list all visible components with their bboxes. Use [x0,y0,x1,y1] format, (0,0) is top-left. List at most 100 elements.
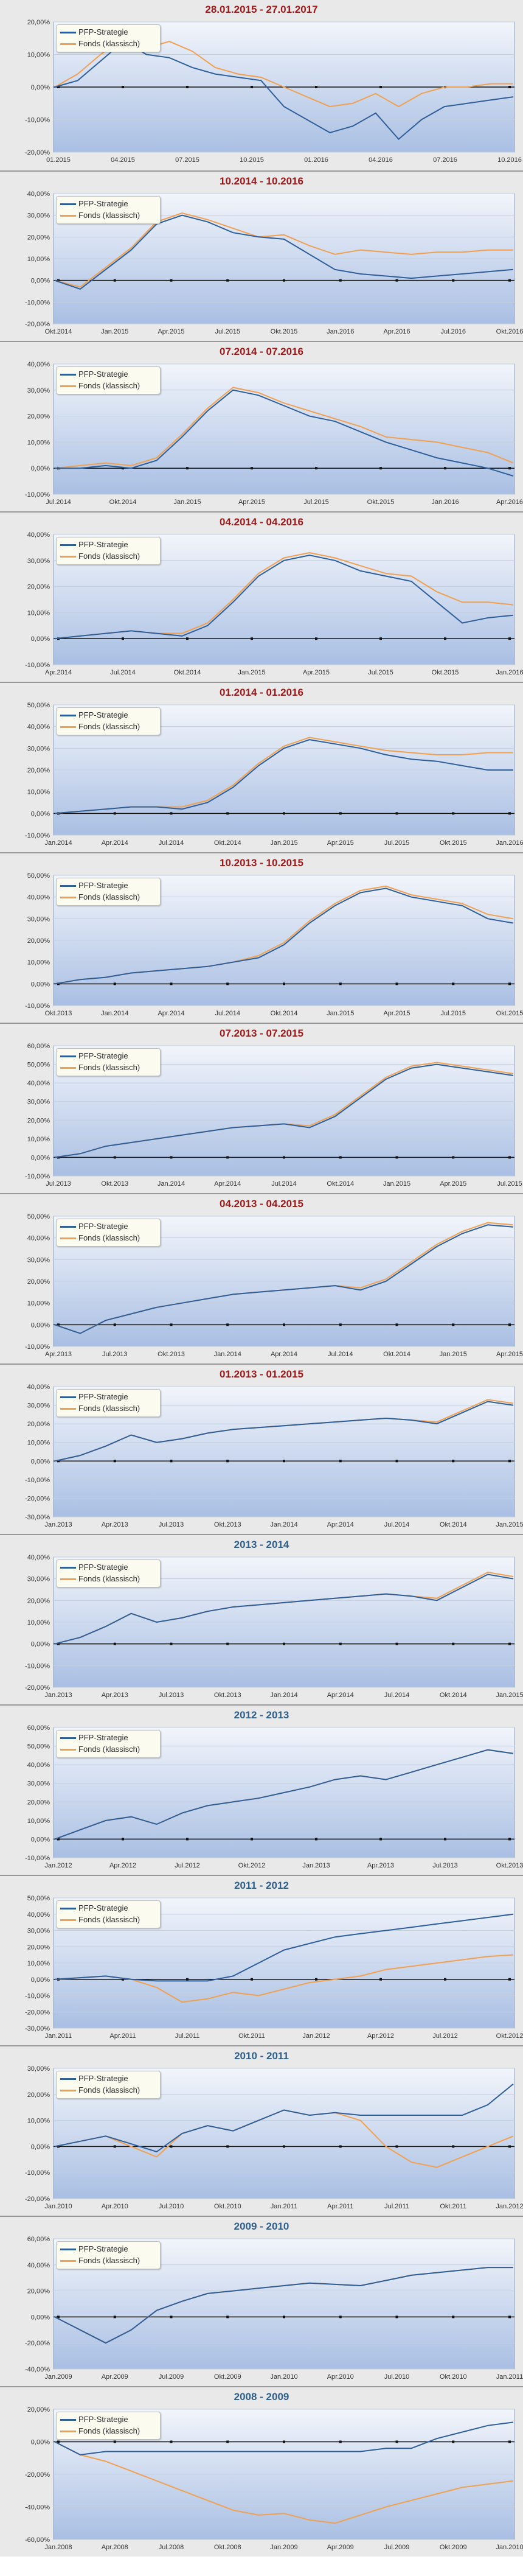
legend: PFP-Strategie Fonds (klassisch) [56,1730,161,1758]
y-tick-label: 40,00% [27,191,50,198]
legend-label: PFP-Strategie [78,540,128,549]
legend-label: Fonds (klassisch) [78,892,140,901]
zero-line-marker [186,1978,189,1981]
series-line-fonds [54,212,513,288]
zero-line-marker [186,1838,189,1841]
legend-swatch [60,385,76,388]
y-tick-label: 30,00% [27,2065,50,2073]
zero-line-marker [395,812,398,815]
y-tick-label: -10,00% [25,1003,50,1010]
chart-plot: 60,00% 50,00% 40,00% 30,00% 20,00% 10,00% 0,00… [25,1043,522,1188]
y-tick-label: 10,00% [27,1960,50,1967]
legend-swatch [60,1919,76,1922]
legend-swatch [60,1226,76,1228]
zero-line-marker [113,1460,116,1463]
zero-line-marker [508,982,511,985]
y-tick-label: 0,00% [31,1321,50,1329]
zero-line-marker [57,1838,60,1841]
y-tick-label: 30,00% [27,745,50,752]
legend-label: PFP-Strategie [78,881,128,890]
legend-item-strategie: PFP-Strategie [60,1051,128,1062]
y-tick-label: -10,00% [25,1993,50,2000]
legend-label: PFP-Strategie [78,27,128,37]
chart-panel: 2010 - 2011 30,00% 20,00% 10,00% 0,00% -10,00… [0,2045,523,2216]
legend-item-strategie: PFP-Strategie [60,1222,128,1233]
y-tick-label: 0,00% [31,2143,50,2151]
y-tick-label: 20,00% [27,2406,50,2413]
zero-line-marker [395,1156,398,1159]
x-tick-label: Jan.2015 [496,1521,523,1528]
x-tick-label: Okt.2015 [432,669,459,676]
legend-label: PFP-Strategie [78,2415,128,2424]
y-tick-label: 40,00% [27,1384,50,1391]
y-tick-label: 30,00% [27,1256,50,1264]
x-tick-label: Jul.2015 [303,499,329,506]
legend: PFP-Strategie Fonds (klassisch) [56,366,161,394]
x-tick-label: Jul.2012 [432,2032,458,2040]
x-tick-label: Jan.2015 [238,669,265,676]
zero-line-marker [379,1838,382,1841]
x-tick-label: Jan.2016 [496,839,523,847]
y-tick-label: 10,00% [27,1440,50,1447]
y-tick-label: -20,00% [25,2471,50,2479]
x-tick-label: Okt.2013 [496,1862,523,1869]
legend-item-strategie: PFP-Strategie [60,710,128,721]
legend-swatch [60,885,76,887]
zero-line-marker [283,1323,285,1326]
legend-item-strategie: PFP-Strategie [60,881,128,892]
y-tick-label: 10,00% [27,959,50,967]
y-tick-label: 40,00% [27,1554,50,1561]
y-tick-label: 50,00% [27,1895,50,1902]
x-tick-label: 07.2015 [175,156,199,164]
legend-item-fonds: Fonds (klassisch) [60,1063,140,1074]
legend-label: Fonds (klassisch) [78,722,140,731]
x-tick-label: Okt.2014 [174,669,201,676]
y-tick-label: -40,00% [25,2504,50,2511]
legend-label: PFP-Strategie [78,2074,128,2083]
legend-label: Fonds (klassisch) [78,1574,140,1583]
x-tick-label: 01.2016 [304,156,328,164]
x-tick-label: Jan.2011 [271,2203,297,2210]
zero-line-marker [57,1460,60,1463]
series-line-strategie [54,1573,514,1645]
legend-item-strategie: PFP-Strategie [60,2244,128,2255]
zero-line-marker [122,1978,124,1981]
x-tick-label: Jan.2012 [302,2032,330,2040]
chart-panel: 01.2014 - 01.2016 50,00% 40,00% 30,00% 20,00… [0,682,523,852]
y-tick-label: -20,00% [25,1495,50,1502]
legend-swatch [60,43,76,46]
zero-line-marker [251,467,253,470]
y-tick-label: 20,00% [27,1278,50,1286]
y-tick-label: 20,00% [27,19,50,26]
zero-line-marker [508,86,511,88]
y-tick-label: 0,00% [31,84,50,91]
zero-line-marker [283,2315,285,2319]
y-tick-label: 0,00% [31,981,50,988]
x-tick-label: Okt.2011 [238,2032,265,2040]
x-tick-label: Okt.2010 [214,2203,241,2210]
x-tick-label: Apr.2014 [158,1010,184,1017]
zero-line-marker [452,812,455,815]
zero-line-marker [339,2315,342,2319]
zero-line-marker [226,2440,229,2443]
legend-item-strategie: PFP-Strategie [60,1392,128,1403]
zero-line-marker [444,637,446,640]
series-line-strategie [54,2421,514,2455]
legend-swatch [60,2249,76,2251]
legend-item-strategie: PFP-Strategie [60,369,128,380]
x-tick-label: Jan.2012 [44,1862,72,1869]
zero-line-marker [452,982,455,985]
zero-line-marker [315,1838,317,1841]
zero-line-marker [452,279,455,282]
x-tick-label: 10.2015 [240,156,264,164]
x-tick-label: Jul.2009 [159,2373,184,2381]
x-tick-label: Jul.2015 [368,669,393,676]
zero-line-marker [379,467,382,470]
x-tick-label: Okt.2014 [45,328,72,335]
zero-line-marker [113,1642,116,1645]
x-tick-label: Jan.2016 [496,669,523,676]
zero-line-marker [251,637,253,640]
zero-line-marker [452,1460,455,1463]
y-tick-label: -10,00% [25,1343,50,1351]
zero-line-marker [226,982,229,985]
